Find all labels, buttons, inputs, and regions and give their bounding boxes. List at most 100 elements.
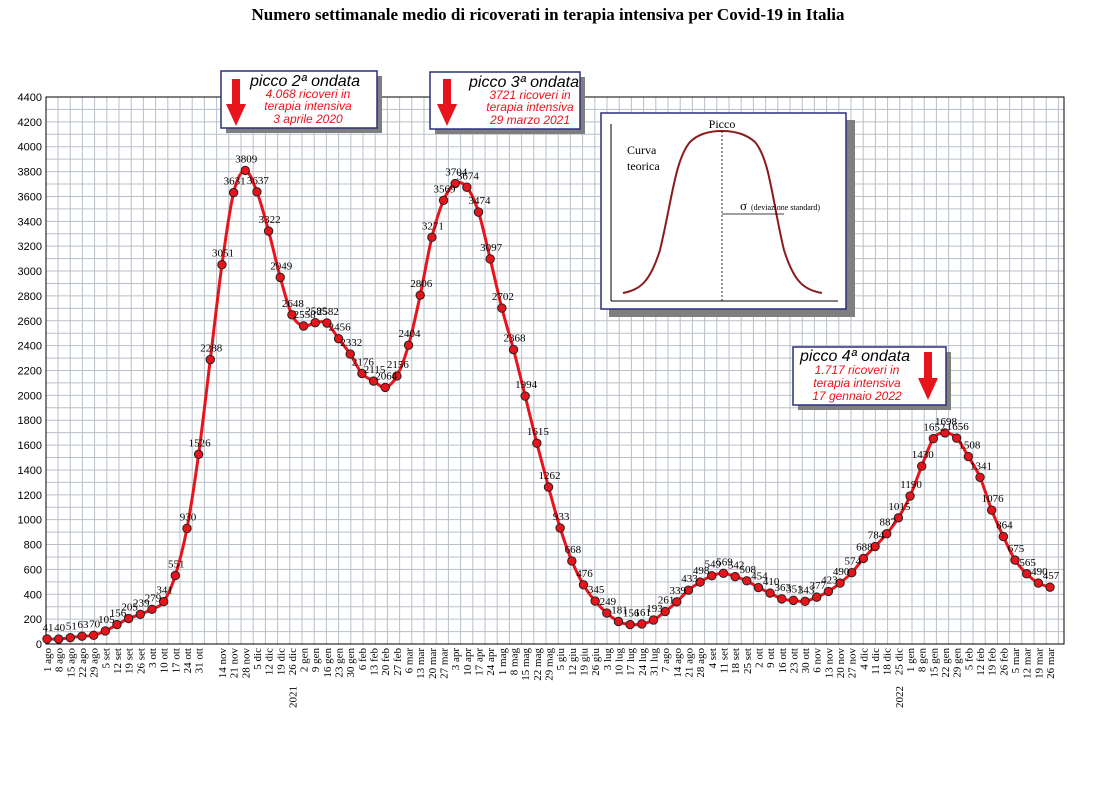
data-label: 343 (798, 584, 815, 596)
data-label: 3051 (212, 248, 234, 260)
y-tick-label: 3200 (18, 241, 42, 253)
data-point (88, 630, 99, 640)
data-point (240, 165, 250, 176)
y-tick-label: 2800 (18, 291, 42, 303)
data-point (298, 321, 309, 331)
data-point (193, 449, 204, 459)
annotation-picco-4-line-2: terapia intensiva (813, 376, 901, 390)
annotation-picco-2-line-2: terapia intensiva (264, 99, 352, 113)
data-label: 784 (868, 530, 885, 542)
chart-title: Numero settimanale medio di ricoverati i… (252, 5, 845, 24)
data-label: 490 (833, 566, 850, 578)
annotation-picco-2: picco 2ª ondata 4.068 ricoveri in terapi… (220, 70, 382, 133)
data-point (112, 619, 122, 630)
data-point (893, 513, 904, 523)
data-point (1010, 555, 1020, 565)
data-label: 1262 (539, 470, 561, 482)
x-tick-label: 28 nov (240, 648, 252, 679)
data-label: 574 (844, 556, 861, 568)
data-label: 668 (565, 544, 582, 556)
data-label: 2368 (504, 333, 527, 345)
data-label: 454 (751, 571, 768, 583)
data-point (520, 391, 530, 401)
data-point (823, 586, 834, 597)
data-point (275, 272, 285, 283)
x-tick-label: 8 mag (509, 648, 521, 676)
x-tick-label: 25 dic (893, 648, 905, 675)
data-point (951, 433, 962, 443)
data-label: 2332 (340, 337, 362, 349)
data-label: 864 (996, 520, 1013, 532)
data-point (77, 631, 87, 641)
inset-theoretical-curve: Picco Curva teorica σ (deviazione standa… (600, 112, 855, 317)
data-label: 542 (728, 560, 745, 572)
x-tick-label: 10 lug (613, 648, 625, 676)
x-tick-label: 21 nov (229, 648, 241, 679)
inset-peak-label: Picco (709, 117, 736, 131)
annotation-picco-4-line-1: 1.717 ricoveri in (815, 363, 900, 377)
data-label: 1190 (900, 479, 922, 491)
x-tick-label: 30 ott (800, 648, 812, 673)
y-tick-label: 1600 (18, 440, 42, 452)
y-tick-label: 3000 (18, 266, 42, 278)
data-point (753, 582, 764, 593)
data-point (1021, 569, 1032, 579)
x-tick-label: 19 mar (1033, 648, 1045, 679)
data-label: 2949 (270, 260, 293, 272)
data-point (42, 634, 52, 644)
x-tick-label: 5 dic (252, 648, 264, 670)
data-label: 2404 (399, 328, 422, 340)
x-tick-label: 4 set (707, 648, 719, 668)
data-point (1033, 578, 1044, 588)
data-label: 3631 (224, 176, 246, 188)
data-point (485, 254, 495, 264)
data-point (578, 580, 589, 590)
y-tick-label: 4000 (18, 142, 42, 154)
data-point (765, 588, 775, 598)
data-point (660, 606, 670, 617)
data-label: 675 (1008, 543, 1025, 555)
x-tick-label: 5 feb (963, 648, 975, 671)
data-point (158, 596, 169, 607)
x-tick-label: 1 mag (497, 648, 509, 676)
data-point (637, 619, 647, 629)
x-tick-label: 18 set (730, 648, 742, 674)
data-point (170, 570, 180, 581)
x-tick-label: 19 dic (275, 648, 287, 675)
data-label: 2648 (282, 298, 305, 310)
data-label: 2176 (352, 356, 375, 368)
annotation-picco-2-line-3: 3 aprile 2020 (273, 112, 343, 126)
annotation-picco-3-line-1: 3721 ricoveri in (489, 88, 571, 102)
x-tick-label: 16 gen (322, 648, 334, 678)
x-tick-label: 19 set (124, 648, 136, 674)
x-tick-label: 26 giu (590, 648, 602, 676)
x-tick-label: 13 mar (415, 648, 427, 679)
x-tick-label: 12 feb (975, 648, 987, 676)
y-tick-label: 1000 (18, 515, 42, 527)
y-tick-label: 1800 (18, 415, 42, 427)
y-tick-label: 2000 (18, 390, 42, 402)
annotation-picco-3-line-2: terapia intensiva (486, 100, 574, 114)
data-point (427, 232, 437, 243)
x-tick-label: 4 dic (858, 648, 870, 670)
data-point (567, 556, 577, 566)
data-label: 279 (145, 592, 162, 604)
data-label: 569 (716, 556, 733, 568)
y-tick-label: 2200 (18, 366, 42, 378)
data-point (788, 595, 799, 606)
data-label: 105 (98, 614, 115, 626)
x-tick-label: 31 lug (648, 648, 660, 676)
data-point (555, 523, 565, 533)
data-point (228, 187, 239, 198)
data-label: 239 (133, 597, 150, 609)
data-label: 377 (809, 580, 826, 592)
data-label: 1652 (923, 422, 945, 434)
data-point (392, 371, 402, 381)
x-tick-label: 9 gen (310, 648, 322, 673)
x-tick-label: 31 ott (194, 648, 206, 673)
data-label: 2806 (410, 278, 433, 290)
x-tick-label: 22 gen (940, 648, 952, 678)
y-tick-label: 3600 (18, 191, 42, 203)
x-tick-label: 11 set (718, 648, 730, 674)
y-tick-label: 3800 (18, 167, 42, 179)
